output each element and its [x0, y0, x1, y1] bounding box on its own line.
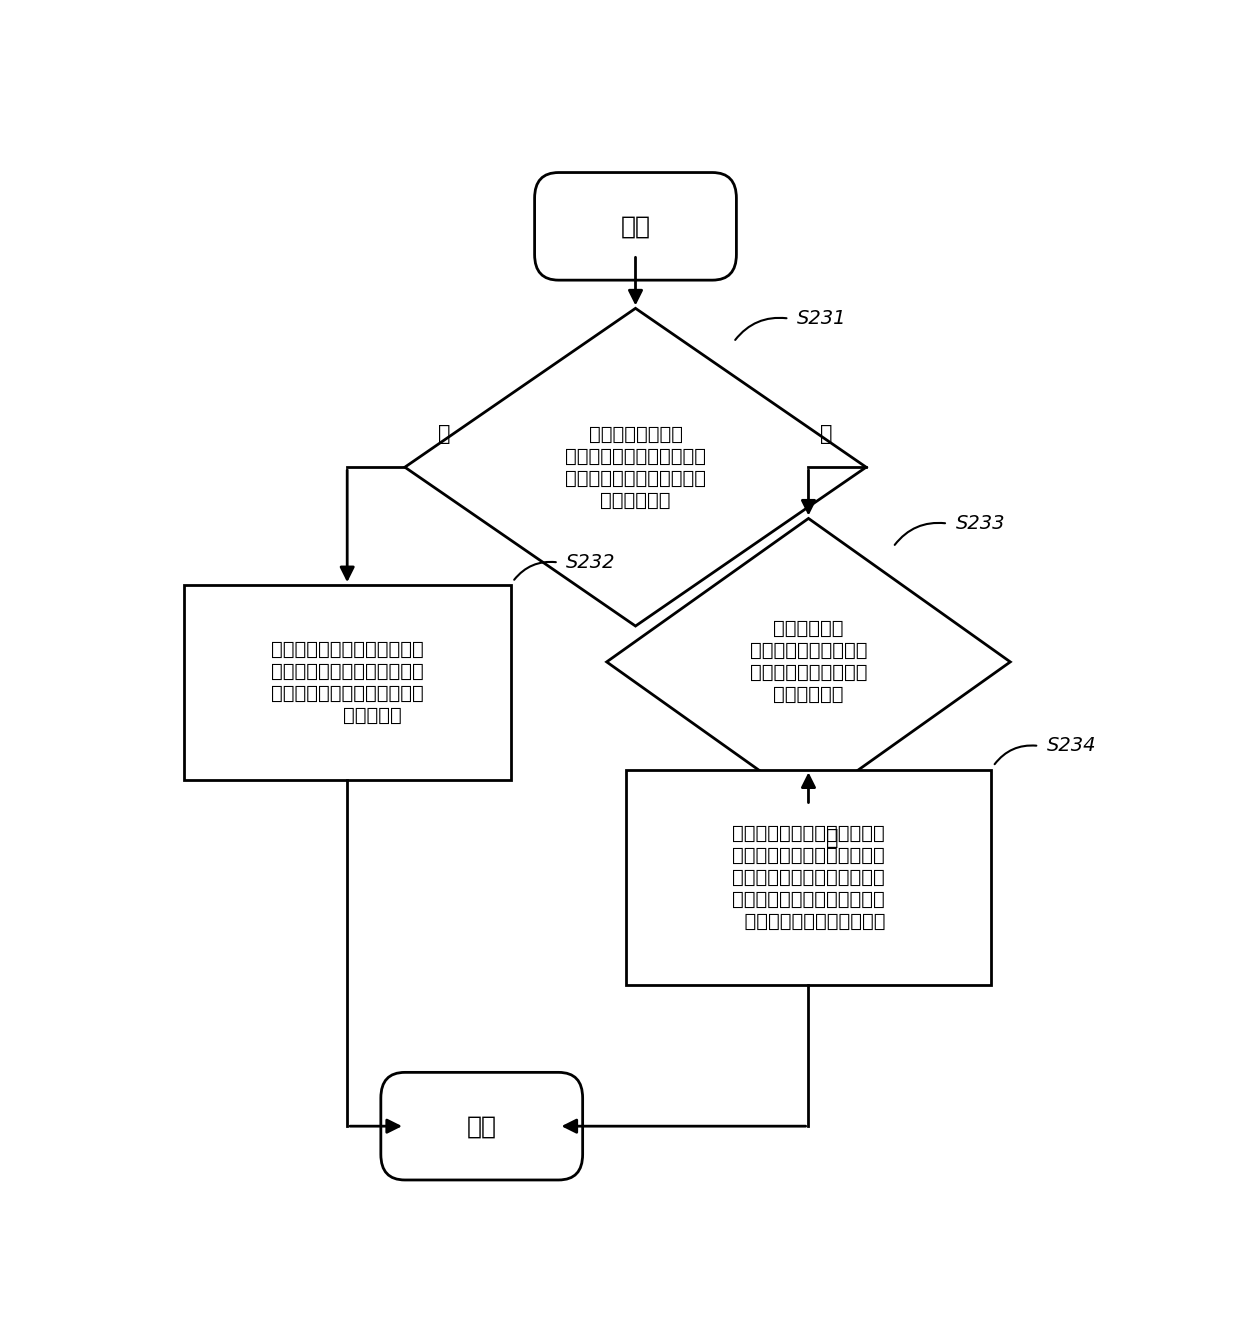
Text: S231: S231 [797, 309, 847, 327]
Text: 是: 是 [439, 425, 451, 445]
Polygon shape [606, 519, 1011, 805]
Text: 控制充电模块将指定能源互联
网网点的电能转化为化学能并
存储于第一电池组模块和第二
电池组模块中剩余电量值小于
  第一设定阈值的电池组模块: 控制充电模块将指定能源互联 网网点的电能转化为化学能并 存储于第一电池组模块和第… [732, 824, 885, 930]
Text: 开始: 开始 [620, 214, 651, 238]
Text: S233: S233 [956, 514, 1004, 532]
Text: 否: 否 [826, 828, 838, 848]
Text: 第一电池组模块的
剩余电量值和第二电池组模
块的剩余电量值是否均小于
第一设定阈值: 第一电池组模块的 剩余电量值和第二电池组模 块的剩余电量值是否均小于 第一设定阈… [565, 425, 706, 510]
Text: 控制充电模块将指定能源互联
网网点的电能转化为化学能并
存储于第一电池组模块和第二
        电池组模块: 控制充电模块将指定能源互联 网网点的电能转化为化学能并 存储于第一电池组模块和第… [270, 640, 424, 725]
FancyBboxPatch shape [534, 173, 737, 280]
Text: S232: S232 [567, 552, 616, 572]
Text: 当前时刻接入
指定能源互联网网点的
电动车的数量是否超过
第三设定阈值: 当前时刻接入 指定能源互联网网点的 电动车的数量是否超过 第三设定阈值 [750, 619, 867, 704]
Bar [626, 769, 991, 985]
FancyBboxPatch shape [381, 1073, 583, 1181]
Text: S234: S234 [1047, 736, 1096, 756]
Bar [184, 586, 511, 780]
Text: 否: 否 [820, 425, 832, 445]
Polygon shape [404, 309, 866, 626]
Text: 结束: 结束 [466, 1114, 497, 1138]
